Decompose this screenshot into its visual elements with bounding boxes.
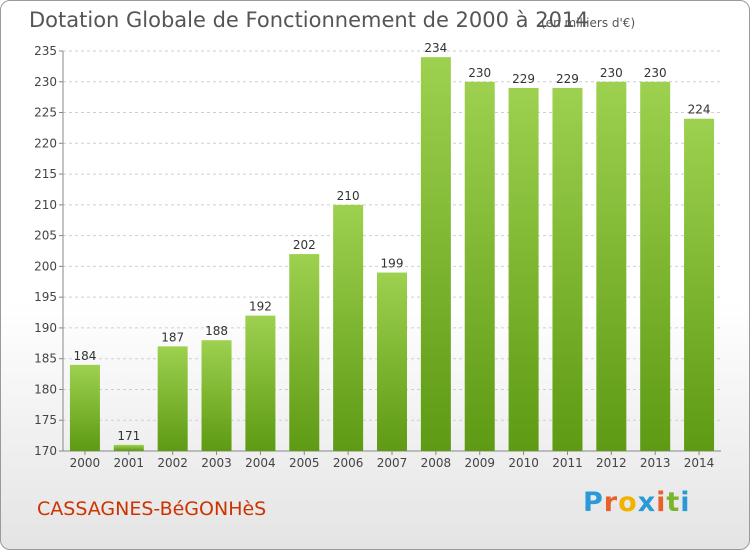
logo-letter: t <box>666 487 681 518</box>
x-tick-label: 2003 <box>201 456 232 470</box>
bar <box>113 444 144 451</box>
bar <box>508 87 539 451</box>
x-tick-label: 2014 <box>684 456 715 470</box>
x-tick-label: 2007 <box>377 456 408 470</box>
x-tick-label: 2006 <box>333 456 364 470</box>
bar <box>245 315 276 451</box>
y-tick-label: 215 <box>34 167 57 181</box>
logo-letter: i <box>680 487 691 518</box>
y-tick-label: 210 <box>34 198 57 212</box>
y-tick-label: 175 <box>34 413 57 427</box>
bar-value-label: 199 <box>381 257 404 271</box>
x-tick-label: 2000 <box>70 456 101 470</box>
x-tick-label: 2011 <box>552 456 583 470</box>
bar <box>201 340 232 451</box>
x-tick-label: 2005 <box>289 456 320 470</box>
x-tick-label: 2004 <box>245 456 276 470</box>
x-tick-label: 2008 <box>421 456 452 470</box>
x-tick-label: 2009 <box>464 456 495 470</box>
bar-value-label: 224 <box>688 103 711 117</box>
y-tick-label: 180 <box>34 382 57 396</box>
y-tick-label: 170 <box>34 444 57 458</box>
y-tick-label: 205 <box>34 229 57 243</box>
bar-value-label: 229 <box>556 72 579 86</box>
bar <box>420 57 451 452</box>
y-tick-label: 200 <box>34 259 57 273</box>
x-tick-label: 2002 <box>157 456 188 470</box>
bar-value-label: 171 <box>117 429 140 443</box>
bar-value-label: 230 <box>644 66 667 80</box>
bar <box>289 254 320 451</box>
y-tick-label: 230 <box>34 75 57 89</box>
bar <box>69 364 100 451</box>
chart-title: Dotation Globale de Fonctionnement de 20… <box>29 8 589 32</box>
x-tick-label: 2010 <box>508 456 539 470</box>
bar <box>596 81 627 452</box>
y-tick-label: 185 <box>34 352 57 366</box>
y-tick-label: 235 <box>34 44 57 58</box>
bar <box>377 272 407 451</box>
bar <box>684 118 715 451</box>
logo-letter: r <box>603 487 619 518</box>
bar-value-label: 192 <box>249 300 272 314</box>
y-tick-label: 195 <box>34 290 57 304</box>
bar-value-label: 188 <box>205 324 228 338</box>
bar-value-label: 202 <box>293 238 316 252</box>
logo-letter: P <box>583 487 604 518</box>
y-tick-label: 225 <box>34 106 57 120</box>
place-name: CASSAGNES-BéGONHèS <box>37 498 267 520</box>
x-tick-label: 2012 <box>596 456 627 470</box>
bar-value-label: 184 <box>73 349 96 363</box>
x-tick-label: 2013 <box>640 456 671 470</box>
bar <box>333 204 364 451</box>
chart-subtitle: (en milliers d'€) <box>541 16 636 30</box>
x-tick-label: 2001 <box>114 456 145 470</box>
bar-value-label: 230 <box>600 66 623 80</box>
proxiti-logo: Proxiti <box>583 487 691 518</box>
bar-value-label: 229 <box>512 72 535 86</box>
bar-value-label: 187 <box>161 330 184 344</box>
logo-letter: i <box>656 487 667 518</box>
bar <box>157 346 188 451</box>
logo-letter: o <box>618 487 638 518</box>
bar-value-label: 234 <box>424 41 447 55</box>
y-tick-label: 190 <box>34 321 57 335</box>
bar <box>464 81 495 452</box>
bar-value-label: 230 <box>468 66 491 80</box>
bar-value-label: 210 <box>337 189 360 203</box>
bar <box>552 87 583 451</box>
logo-letter: x <box>637 487 657 518</box>
y-tick-label: 220 <box>34 136 57 150</box>
bar <box>640 81 671 452</box>
